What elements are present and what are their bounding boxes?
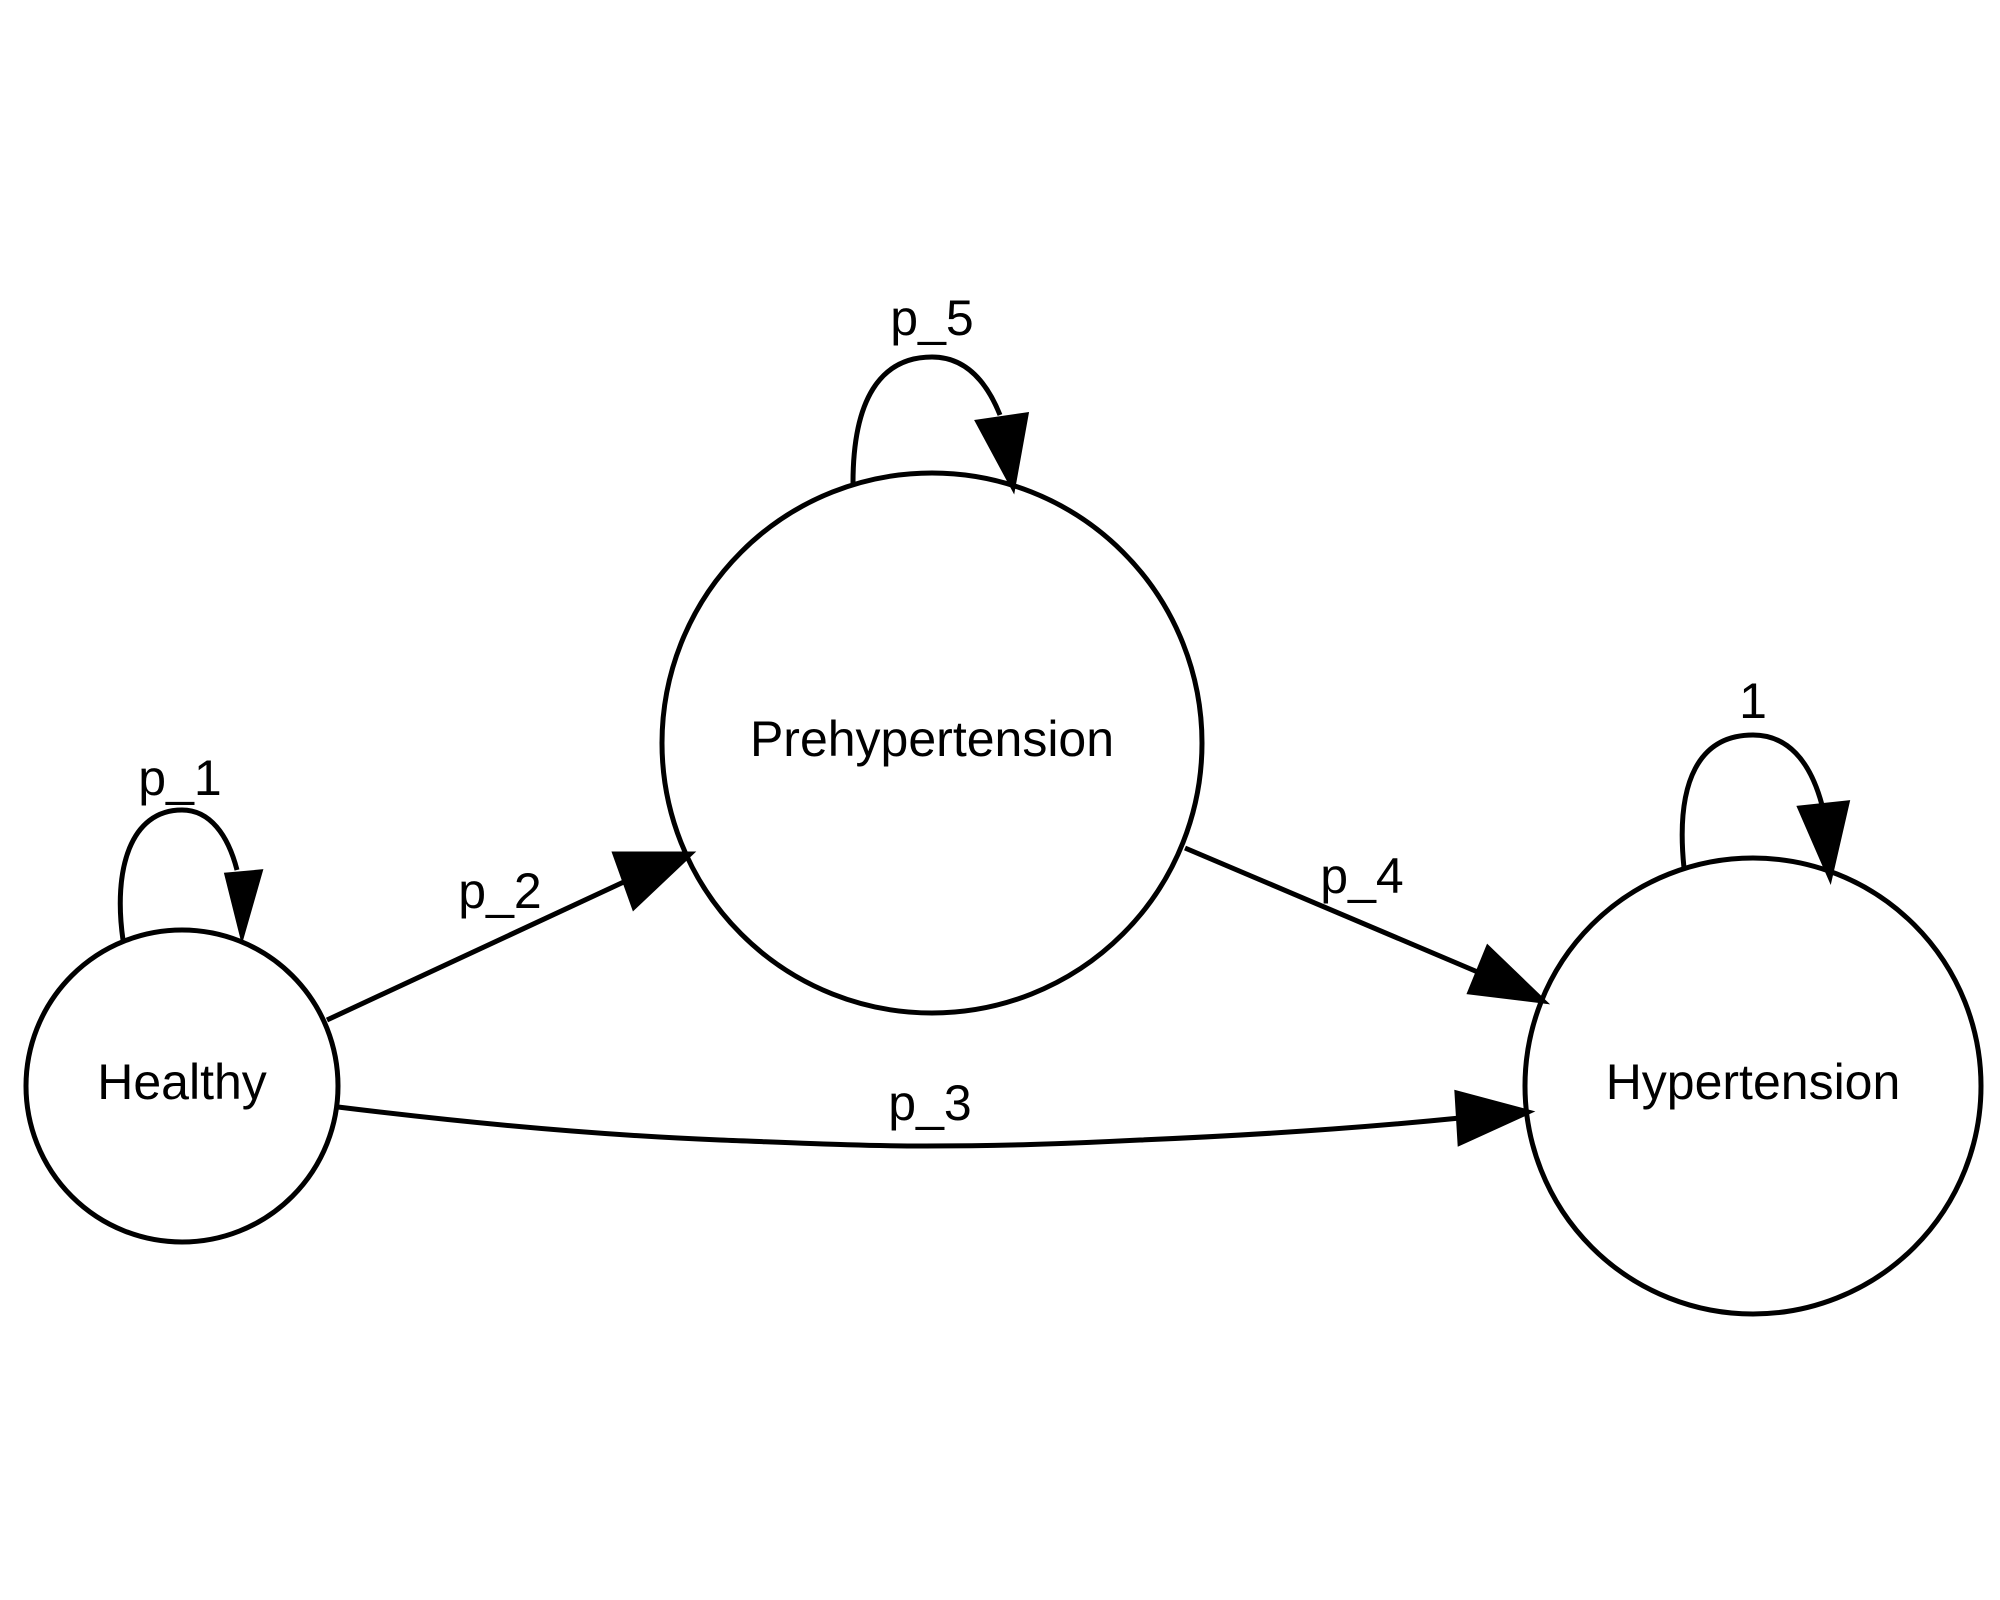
edge-healthy-to-prehypertension-label: p_2 (458, 863, 541, 919)
edge-healthy-to-hypertension-label: p_3 (888, 1075, 971, 1131)
edge-hypertension-self-loop-label: 1 (1739, 673, 1767, 729)
edge-prehypertension-to-hypertension-label: p_4 (1320, 848, 1403, 904)
node-prehypertension-label: Prehypertension (750, 711, 1114, 767)
node-hypertension-label: Hypertension (1606, 1054, 1901, 1110)
node-prehypertension-circle (659, 470, 1205, 1016)
edge-prehypertension-to-hypertension: p_4 (1184, 845, 1551, 1005)
edge-prehypertension-self-loop-line (850, 354, 1003, 484)
node-prehypertension: Prehypertension (659, 470, 1205, 1016)
edge-hypertension-self-loop-line (1679, 732, 1825, 869)
node-healthy: Healthy (23, 927, 341, 1245)
node-hypertension: Hypertension (1522, 855, 1984, 1317)
edge-healthy-to-hypertension-arrowhead (1454, 1089, 1536, 1147)
edge-prehypertension-self-loop: p_5 (850, 290, 1030, 495)
edge-prehypertension-to-hypertension-arrowhead (1466, 943, 1551, 1005)
edge-healthy-self-loop-arrowhead (223, 869, 264, 945)
edge-prehypertension-self-loop-arrowhead (974, 412, 1030, 495)
edge-healthy-to-prehypertension-line (325, 877, 630, 1023)
edge-healthy-self-loop-label: p_1 (138, 750, 221, 806)
edge-healthy-to-prehypertension: p_2 (325, 851, 697, 1023)
node-healthy-label: Healthy (97, 1054, 267, 1110)
edge-prehypertension-self-loop-label: p_5 (890, 290, 973, 346)
edge-healthy-to-prehypertension-arrowhead (611, 851, 697, 912)
node-hypertension-circle (1522, 855, 1984, 1317)
edge-hypertension-self-loop: 1 (1679, 673, 1851, 885)
edge-healthy-to-hypertension-line (337, 1104, 1461, 1149)
edge-healthy-self-loop: p_1 (117, 750, 264, 945)
edge-healthy-to-hypertension: p_3 (337, 1075, 1536, 1149)
node-healthy-circle (23, 927, 341, 1245)
edge-hypertension-self-loop-arrowhead (1796, 800, 1851, 885)
edge-healthy-self-loop-line (117, 807, 240, 941)
edge-prehypertension-to-hypertension-line (1184, 845, 1481, 976)
